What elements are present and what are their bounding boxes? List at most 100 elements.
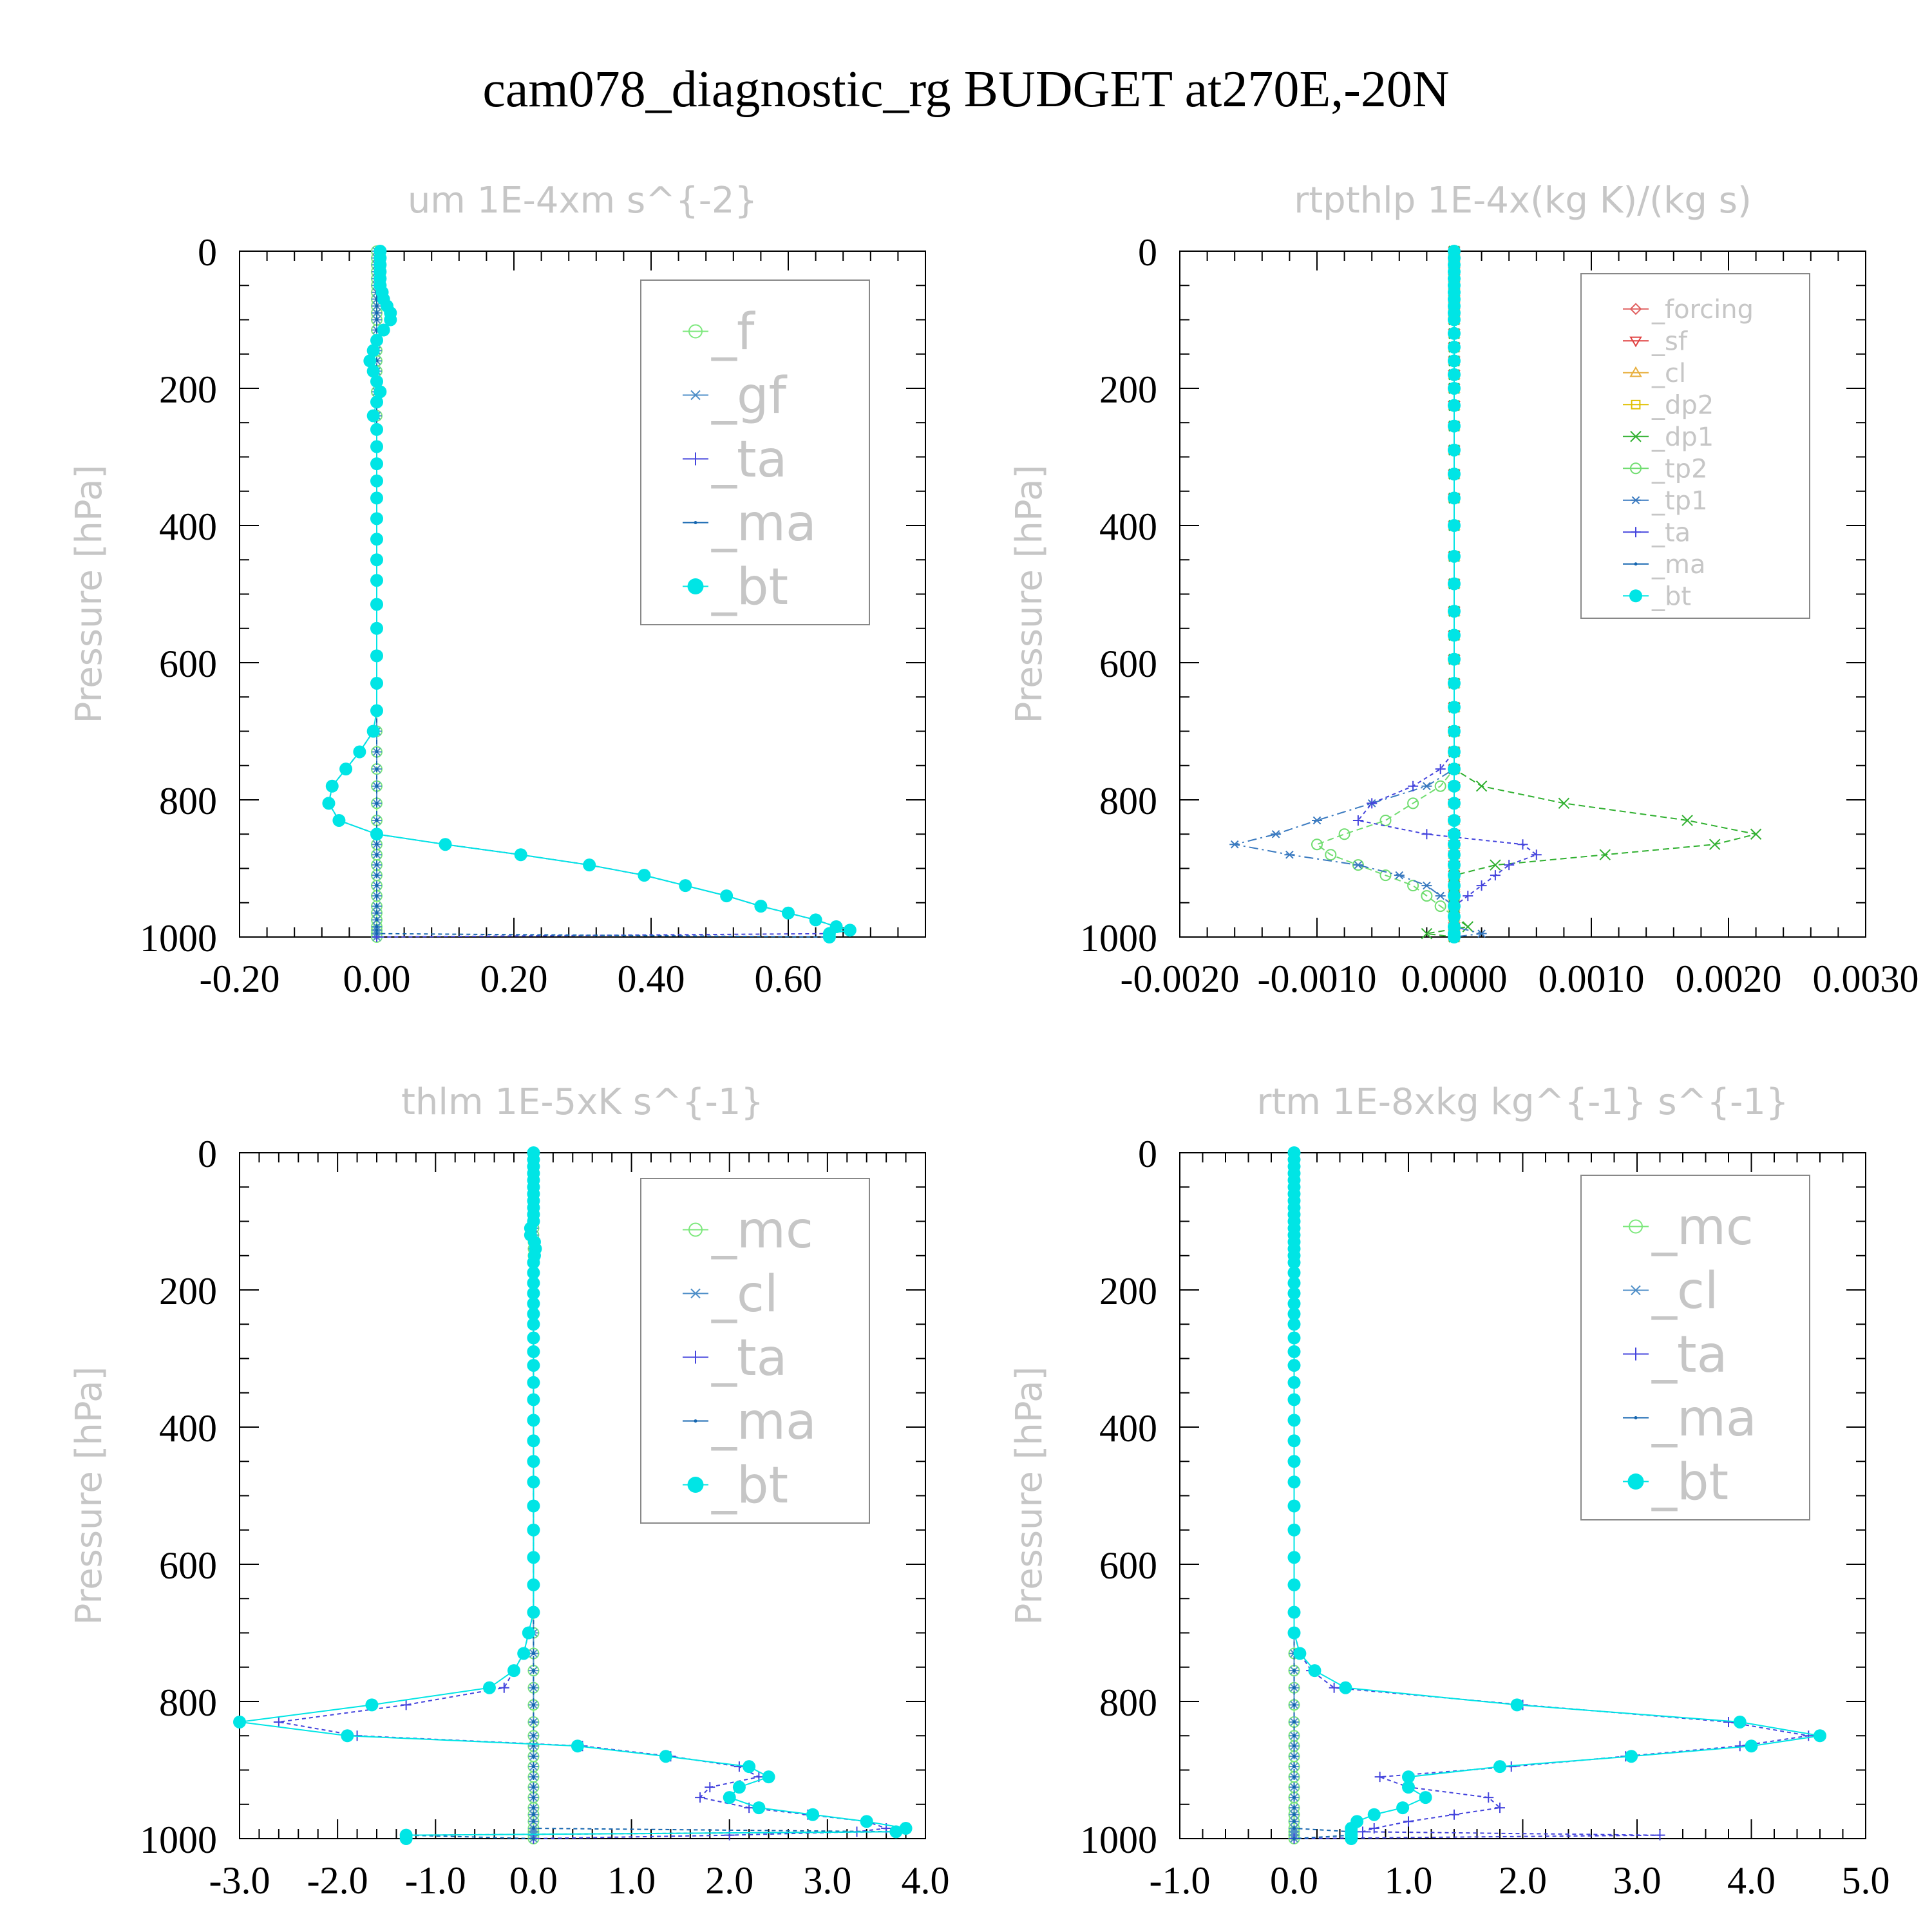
legend-label: _bt bbox=[1651, 1454, 1728, 1511]
y-axis-label: Pressure [hPa] bbox=[68, 465, 110, 724]
data-point bbox=[370, 334, 383, 347]
data-point bbox=[1338, 828, 1350, 840]
series-line bbox=[1315, 251, 1455, 937]
y-tick-label: 800 bbox=[159, 780, 217, 822]
data-point bbox=[1531, 849, 1542, 860]
data-point bbox=[1287, 1626, 1301, 1640]
data-point bbox=[1287, 1455, 1301, 1468]
data-point bbox=[1287, 1578, 1301, 1591]
series-tp2 bbox=[1311, 245, 1460, 943]
data-point bbox=[1293, 1686, 1296, 1690]
data-point bbox=[754, 900, 768, 913]
x-tick-label: 0.60 bbox=[755, 958, 822, 1000]
data-point bbox=[1421, 829, 1432, 840]
data-point bbox=[1448, 468, 1461, 481]
data-point bbox=[1734, 1741, 1745, 1752]
data-point bbox=[370, 649, 383, 663]
data-point bbox=[1287, 1499, 1301, 1513]
data-point bbox=[531, 1837, 535, 1841]
data-point bbox=[1293, 1754, 1296, 1758]
data-point bbox=[370, 704, 383, 717]
legend-marker bbox=[688, 324, 703, 339]
data-point bbox=[752, 1801, 766, 1815]
data-point bbox=[1287, 1297, 1301, 1311]
data-point bbox=[527, 1578, 540, 1591]
series-bt bbox=[1287, 1146, 1826, 1845]
data-point bbox=[1448, 341, 1461, 354]
legend-marker bbox=[1631, 399, 1641, 410]
data-point bbox=[366, 365, 380, 378]
data-point bbox=[1374, 1772, 1385, 1783]
data-point bbox=[705, 1782, 715, 1793]
data-point bbox=[1448, 419, 1461, 433]
data-point bbox=[1517, 839, 1528, 850]
data-point bbox=[527, 1605, 540, 1619]
data-point bbox=[1339, 1681, 1352, 1694]
data-point bbox=[1448, 605, 1461, 618]
data-point bbox=[1463, 891, 1473, 902]
legend-label: _cl bbox=[711, 1265, 779, 1323]
chart-panel-3: thlm 1E-5xK s^{-1} Pressure [hPa] 0 200 400 6… bbox=[68, 1081, 950, 1902]
data-point bbox=[375, 873, 379, 877]
legend-marker bbox=[1634, 562, 1638, 566]
x-tick-label: -1.0 bbox=[1150, 1859, 1211, 1902]
data-point bbox=[1421, 881, 1432, 890]
panel-title: rtpthlp 1E-4x(kg K)/(kg s) bbox=[1294, 180, 1752, 222]
data-point bbox=[1293, 1826, 1296, 1830]
x-tick-label: 0.0 bbox=[509, 1859, 558, 1902]
data-point bbox=[531, 1806, 535, 1810]
x-tick-label: -3.0 bbox=[209, 1859, 270, 1902]
data-point bbox=[1352, 860, 1363, 869]
data-point bbox=[1814, 1729, 1826, 1743]
x-tick-label: 0.0030 bbox=[1813, 958, 1919, 1000]
legend-label: _forcing bbox=[1651, 295, 1754, 325]
legend-marker bbox=[1630, 462, 1642, 475]
data-point bbox=[1308, 1664, 1321, 1678]
data-point bbox=[1284, 850, 1295, 859]
x-tick-label: 0.20 bbox=[480, 958, 548, 1000]
panel-title: rtm 1E-8xkg kg^{-1} s^{-1} bbox=[1256, 1081, 1788, 1123]
data-point bbox=[1287, 1318, 1301, 1331]
data-point bbox=[724, 1830, 735, 1841]
data-point bbox=[1379, 869, 1392, 882]
data-point bbox=[531, 1795, 535, 1799]
x-tick-label: -0.0010 bbox=[1258, 958, 1377, 1000]
data-point bbox=[1293, 1744, 1296, 1748]
data-point bbox=[1293, 1669, 1296, 1672]
data-point bbox=[1490, 859, 1501, 871]
data-point bbox=[531, 1734, 535, 1738]
legend-label: _ma bbox=[1651, 550, 1705, 580]
legend-label: _ta bbox=[1651, 518, 1690, 547]
x-tick-label: -2.0 bbox=[307, 1859, 368, 1902]
data-point bbox=[370, 621, 383, 635]
data-point bbox=[531, 1651, 535, 1655]
data-point bbox=[1293, 1837, 1296, 1841]
data-point bbox=[1476, 880, 1487, 891]
data-point bbox=[527, 1256, 540, 1269]
data-point bbox=[370, 533, 383, 546]
data-point bbox=[1402, 1781, 1415, 1794]
data-point bbox=[1287, 1307, 1301, 1321]
data-point bbox=[762, 1770, 775, 1784]
legend-label: _mc bbox=[1651, 1198, 1754, 1256]
data-point bbox=[1293, 1734, 1296, 1738]
data-point bbox=[531, 1785, 535, 1789]
legend-marker bbox=[1631, 527, 1641, 538]
data-point bbox=[1448, 900, 1461, 913]
data-point bbox=[527, 1393, 540, 1406]
figure-title: cam078_diagnostic_rg BUDGET at270E,-20N bbox=[482, 61, 1449, 118]
series-tp1 bbox=[1229, 247, 1487, 942]
y-axis-label: Pressure [hPa] bbox=[1009, 1367, 1050, 1625]
data-point bbox=[507, 1664, 520, 1678]
data-point bbox=[1448, 813, 1461, 827]
data-point bbox=[322, 797, 336, 810]
data-point bbox=[439, 838, 452, 851]
legend-marker bbox=[1630, 431, 1642, 442]
data-point bbox=[1448, 931, 1461, 943]
data-point bbox=[527, 1455, 540, 1468]
x-tick-label: 0.0020 bbox=[1676, 958, 1782, 1000]
data-point bbox=[1448, 549, 1461, 563]
data-point bbox=[1448, 382, 1461, 395]
data-point bbox=[806, 1808, 820, 1821]
panel-title: um 1E-4xm s^{-2} bbox=[408, 180, 757, 222]
